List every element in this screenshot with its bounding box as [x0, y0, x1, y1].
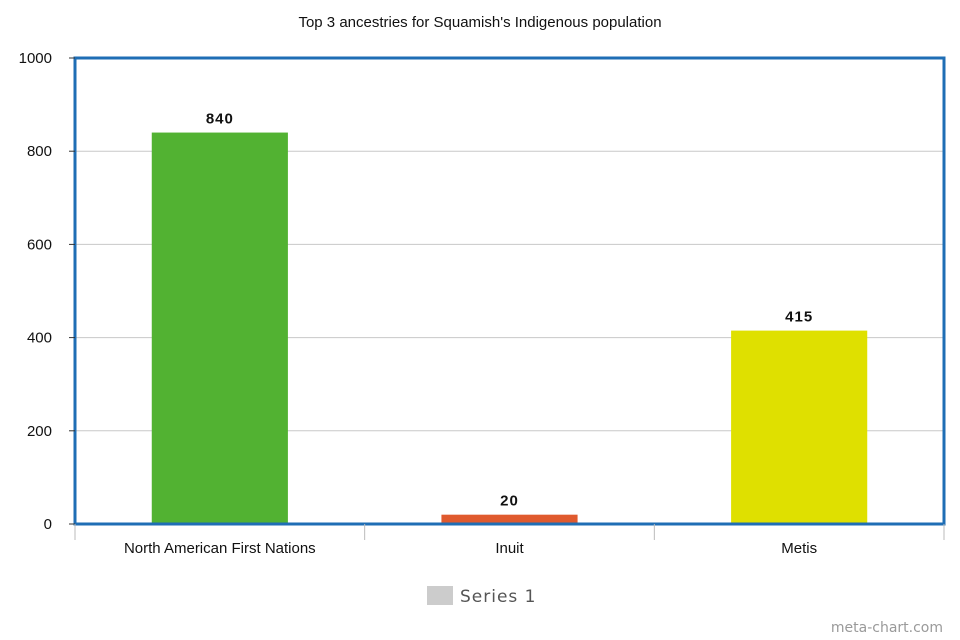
- y-tick-label: 1000: [19, 50, 52, 67]
- x-category-label: North American First Nations: [124, 540, 316, 557]
- y-tick-label: 800: [27, 143, 52, 160]
- data-label: 840: [206, 111, 234, 128]
- bar: [151, 132, 288, 524]
- plot-frame: [73, 56, 946, 526]
- legend-swatch: [427, 586, 453, 605]
- chart-title: Top 3 ancestries for Squamish's Indigeno…: [298, 14, 661, 31]
- legend[interactable]: Series 1: [427, 586, 537, 607]
- x-category-label: Metis: [781, 540, 817, 557]
- y-tick-label: 600: [27, 236, 52, 253]
- bar: [731, 330, 868, 524]
- credit-text: meta-chart.com: [831, 620, 943, 636]
- data-label: 20: [500, 493, 519, 510]
- data-label: 415: [785, 309, 813, 326]
- bars: [151, 132, 868, 524]
- y-tick-label: 200: [27, 423, 52, 440]
- value-labels: 840 20 415: [206, 111, 813, 510]
- legend-label: Series 1: [460, 587, 537, 607]
- bar: [441, 514, 578, 524]
- y-tick-label: 400: [27, 330, 52, 347]
- axes: 0 200 400 600 800 1000 North American First Na…: [19, 50, 945, 557]
- y-tick-label: 0: [44, 516, 52, 533]
- x-category-label: Inuit: [495, 540, 524, 557]
